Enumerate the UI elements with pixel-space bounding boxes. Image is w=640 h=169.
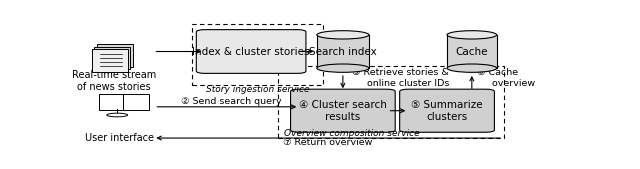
FancyBboxPatch shape <box>94 47 130 69</box>
Text: ⑥ Cache
     overview: ⑥ Cache overview <box>477 68 535 88</box>
Bar <box>447 35 497 68</box>
FancyBboxPatch shape <box>92 49 127 72</box>
Ellipse shape <box>447 64 497 72</box>
Ellipse shape <box>447 31 497 39</box>
Text: ⑤ Summarize
clusters: ⑤ Summarize clusters <box>412 100 483 122</box>
Text: Overview composition service: Overview composition service <box>284 129 420 138</box>
Text: Cache: Cache <box>456 47 488 57</box>
Text: Search index: Search index <box>309 47 377 57</box>
Ellipse shape <box>317 31 369 39</box>
Text: ④ Cluster search
results: ④ Cluster search results <box>299 100 387 122</box>
Text: Index & cluster stories: Index & cluster stories <box>193 46 310 56</box>
Bar <box>191 24 323 85</box>
FancyBboxPatch shape <box>123 94 149 110</box>
Ellipse shape <box>107 113 127 117</box>
Text: User interface: User interface <box>84 133 154 143</box>
Text: ② Send search query: ② Send search query <box>181 97 282 106</box>
FancyBboxPatch shape <box>97 44 132 67</box>
Ellipse shape <box>317 64 369 72</box>
FancyBboxPatch shape <box>291 89 396 132</box>
FancyBboxPatch shape <box>99 94 125 110</box>
Text: ⑦ Return overview: ⑦ Return overview <box>284 138 372 147</box>
Bar <box>317 35 369 68</box>
Text: Real-time stream
of news stories: Real-time stream of news stories <box>72 70 156 92</box>
Text: Story ingestion service: Story ingestion service <box>206 85 309 94</box>
Bar <box>278 66 504 138</box>
Text: ③ Retrieve stories &
     online cluster IDs: ③ Retrieve stories & online cluster IDs <box>352 68 449 88</box>
FancyBboxPatch shape <box>399 89 495 132</box>
FancyBboxPatch shape <box>196 30 306 73</box>
